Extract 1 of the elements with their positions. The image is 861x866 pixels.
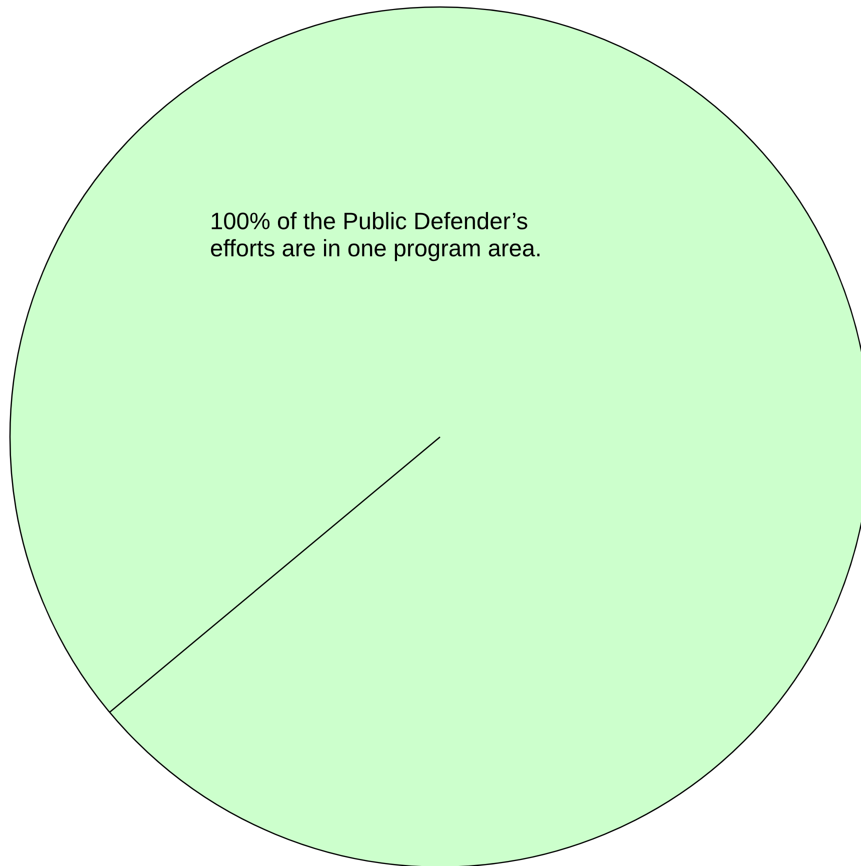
text: 100% of the Public Defender’s efforts are in one program area. xyxy=(211,212,540,262)
